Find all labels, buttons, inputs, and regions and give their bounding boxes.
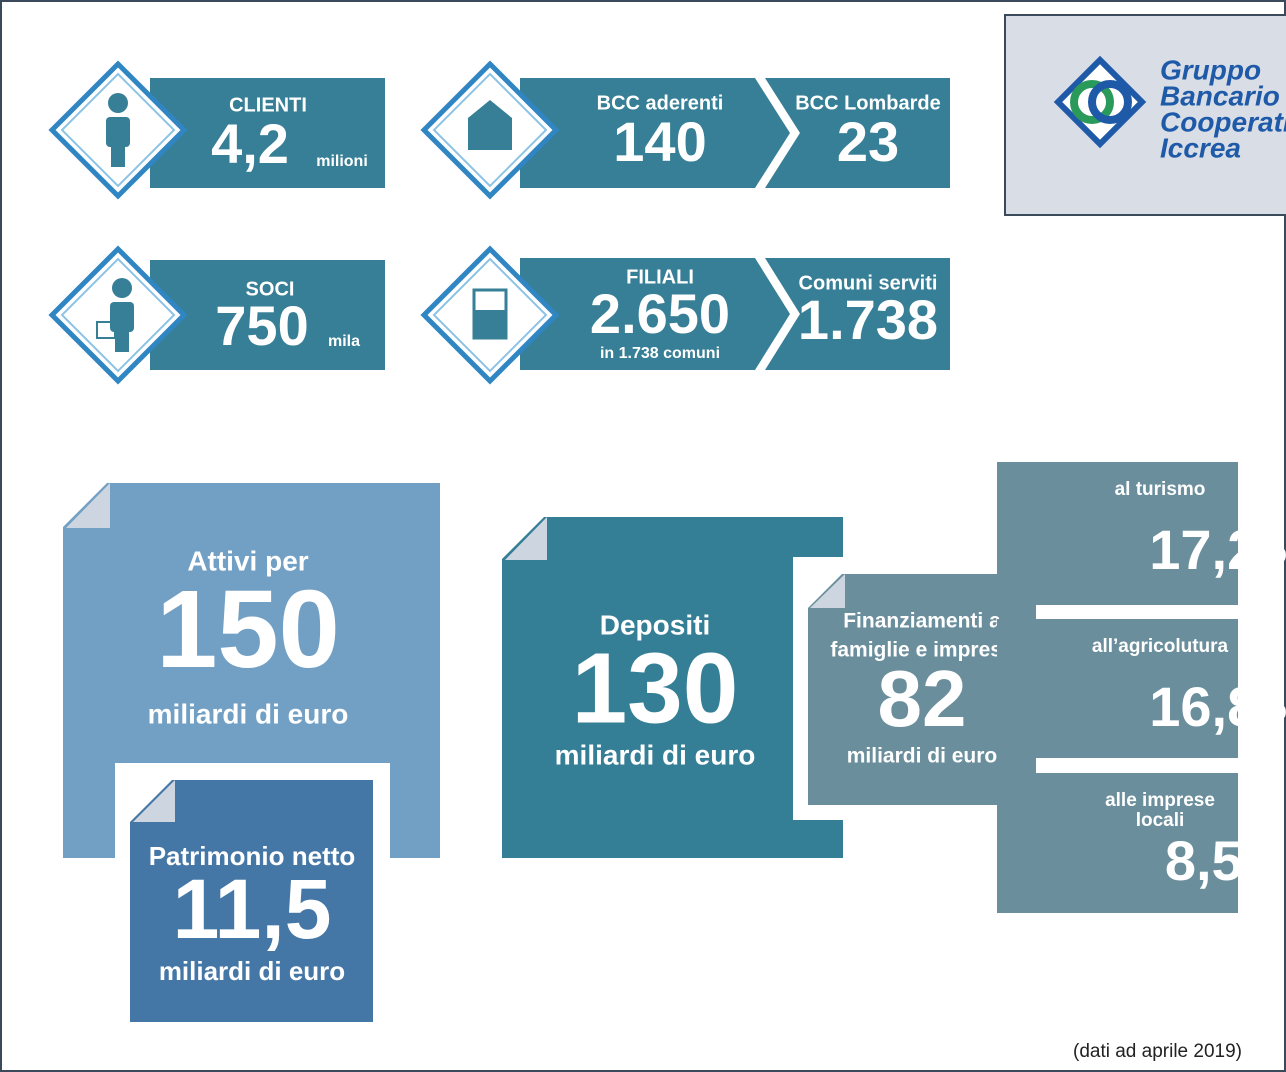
value: 140 <box>613 110 706 173</box>
fold <box>66 483 110 528</box>
banner <box>520 78 790 188</box>
unit: miliardi di euro <box>159 956 345 986</box>
banner <box>150 260 385 370</box>
unit: miliardi di euro <box>148 698 349 729</box>
logo-text: Cooperativo <box>1160 106 1286 137</box>
value: 4,2 <box>211 112 289 175</box>
logo-text: Gruppo <box>1160 54 1261 85</box>
heading: Patrimonio netto <box>149 841 356 871</box>
value: 1.738 <box>798 288 938 351</box>
fold <box>505 517 547 560</box>
share-value: 17,2% <box>1149 518 1286 581</box>
value: 82 <box>878 654 967 743</box>
heading: famiglie e imprese <box>830 639 1013 662</box>
fold <box>127 777 175 825</box>
banner <box>765 78 950 188</box>
member-icon <box>96 278 134 352</box>
share-unit: % <box>1258 533 1286 569</box>
heading: Depositi <box>600 609 710 640</box>
share-value: 8,5% <box>1165 829 1271 892</box>
label: BCC aderenti <box>597 92 724 114</box>
share-number: 16,8 <box>1149 675 1258 738</box>
value: 11,5 <box>173 862 332 956</box>
label: BCC Lombarde <box>795 92 941 114</box>
share-value: 16,8% <box>1149 675 1286 738</box>
share-number: 17,2 <box>1149 518 1258 581</box>
label: FILIALI <box>626 266 694 288</box>
fold <box>805 571 845 611</box>
person-icon <box>106 93 130 167</box>
fold <box>133 780 175 822</box>
share-number: 8,5 <box>1165 829 1243 892</box>
unit: mila <box>328 333 360 350</box>
logo-text: Iccrea <box>1160 132 1241 163</box>
share-box <box>997 773 1238 913</box>
bank-icon <box>468 100 512 150</box>
banner <box>765 258 950 370</box>
depositi-box <box>502 517 843 858</box>
branch-icon <box>472 288 508 340</box>
share-label: all’agricolutura <box>1092 636 1229 657</box>
value: 23 <box>837 110 899 173</box>
banner <box>150 78 385 188</box>
label: Comuni serviti <box>799 272 938 294</box>
share-label: al turismo <box>1115 479 1206 500</box>
fold <box>60 480 110 530</box>
share-label: locali <box>1136 810 1185 831</box>
share-unit: % <box>1243 844 1271 880</box>
heading: Finanziamenti a <box>843 610 1001 633</box>
footer: (dati ad aprile 2019) <box>1073 1041 1242 1062</box>
share-unit: % <box>1258 690 1286 726</box>
banner <box>520 258 790 370</box>
share-box <box>997 462 1238 605</box>
value: 130 <box>572 632 739 744</box>
logo-text: Bancario <box>1160 80 1280 111</box>
value: 150 <box>156 568 340 691</box>
fold <box>810 574 845 608</box>
share-box <box>997 619 1238 758</box>
value: 2.650 <box>590 282 730 345</box>
unit: milioni <box>316 153 368 170</box>
unit: miliardi di euro <box>555 739 756 770</box>
value: 750 <box>215 294 308 357</box>
share-label: alle imprese <box>1105 790 1215 811</box>
logo-box <box>1004 14 1286 216</box>
fold <box>499 514 547 562</box>
heading: Attivi per <box>187 545 308 576</box>
label: SOCI <box>246 278 295 300</box>
logo-mark <box>1053 55 1147 149</box>
shares: al turismo 17,2% all’agricolutura 16,8% alle… <box>997 462 1286 913</box>
label: CLIENTI <box>229 94 307 116</box>
unit: miliardi di euro <box>847 745 998 768</box>
note: in 1.738 comuni <box>600 345 720 362</box>
